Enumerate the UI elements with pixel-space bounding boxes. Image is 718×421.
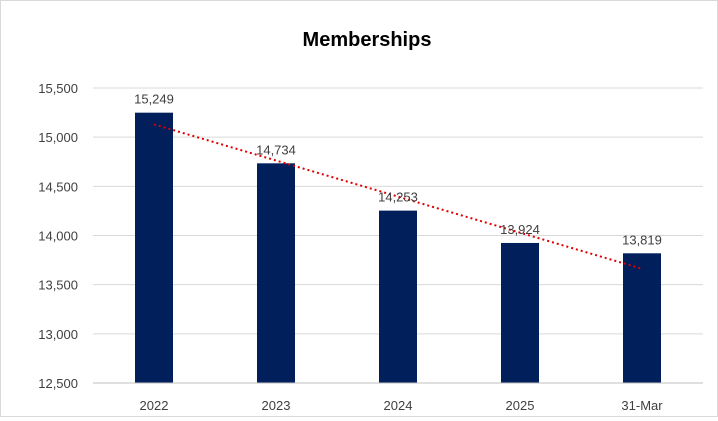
x-tick-label: 2022 <box>140 398 169 413</box>
x-axis: 2022 2023 2024 2025 31-Mar <box>93 382 703 413</box>
data-label: 14,253 <box>378 190 418 205</box>
y-tick-label: 15,000 <box>38 130 78 145</box>
y-tick-label: 12,500 <box>38 376 78 391</box>
x-tick-label: 2023 <box>262 398 291 413</box>
y-tick-label: 15,500 <box>38 81 78 96</box>
data-label: 15,249 <box>134 92 174 107</box>
bar-31-mar <box>623 253 661 383</box>
bar-2025 <box>501 242 539 383</box>
y-axis: 12,500 13,000 13,500 14,000 14,500 15,000 15,5… <box>38 81 78 391</box>
bar-2023 <box>257 163 295 383</box>
x-tick-label: 31-Mar <box>621 398 663 413</box>
y-tick-label: 13,000 <box>38 327 78 342</box>
bars <box>135 112 661 383</box>
data-label: 13,924 <box>500 222 540 237</box>
data-label: 13,819 <box>622 232 662 247</box>
bar-2024 <box>379 210 417 383</box>
y-tick-label: 14,000 <box>38 229 78 244</box>
data-label: 14,734 <box>256 142 296 157</box>
chart-title: Memberships <box>303 29 432 51</box>
y-tick-label: 14,500 <box>38 179 78 194</box>
y-tick-label: 13,500 <box>38 278 78 293</box>
x-tick-label: 2024 <box>384 398 413 413</box>
bar-2022 <box>135 112 173 383</box>
x-tick-label: 2025 <box>506 398 535 413</box>
data-labels: 15,249 14,734 14,253 13,924 13,819 <box>134 92 662 248</box>
